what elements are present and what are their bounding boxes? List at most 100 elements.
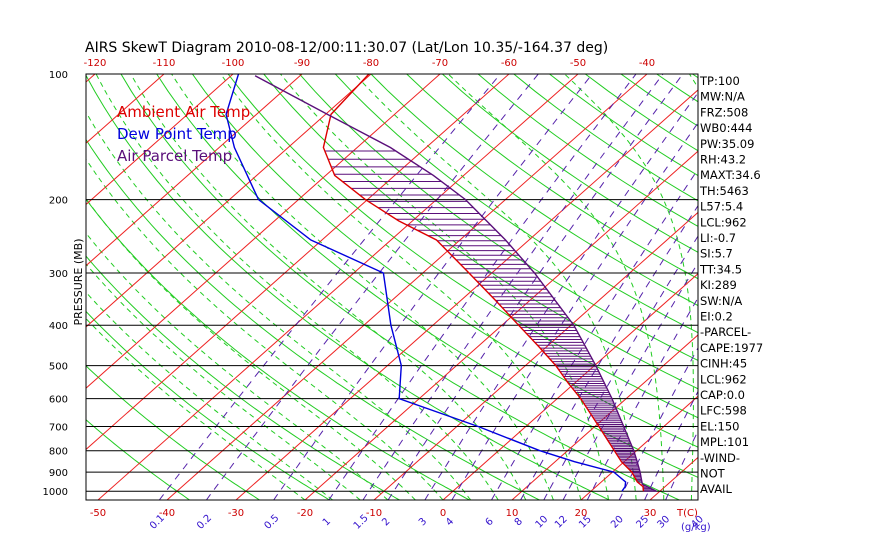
top-temp-tick-label: -100 xyxy=(222,58,245,69)
mixing-ratio-unit-label: (g/kg) xyxy=(681,522,711,533)
grid-lines xyxy=(86,74,870,500)
moist-adiabat-line xyxy=(86,263,361,500)
dry-adiabat-line xyxy=(656,74,698,103)
index-entry: EL:150 xyxy=(700,419,740,433)
index-entry: L57:5.4 xyxy=(700,200,743,214)
index-entry: AVAIL xyxy=(700,482,733,496)
index-entry: CINH:45 xyxy=(700,357,747,371)
dry-adiabat-line xyxy=(764,74,870,500)
pressure-tick-label: 500 xyxy=(49,362,68,373)
mixing-ratio-line xyxy=(328,74,637,500)
temp-unit-label: T(C) xyxy=(676,508,698,519)
pressure-tick-label: 100 xyxy=(49,70,68,81)
dry-adiabat-line xyxy=(86,310,330,500)
dry-adiabat-line xyxy=(370,74,698,307)
mixing-ratio-line xyxy=(644,390,698,500)
index-entry: CAP:0.0 xyxy=(700,388,745,402)
top-temp-tick-label: -40 xyxy=(639,58,655,69)
legend: Ambient Air Temp Dew Point Temp Air Parcel… xyxy=(117,103,250,165)
isotherm-line xyxy=(86,74,234,206)
moist-adiabat-line xyxy=(354,74,637,500)
chart-title: AIRS SkewT Diagram 2010-08-12/00:11:30.0… xyxy=(85,40,608,56)
moist-adiabat-line xyxy=(220,74,582,500)
y-axis-label: PRESSURE (MB) xyxy=(72,239,85,326)
mixing-ratio-label: 1 xyxy=(321,516,333,528)
mixing-ratio-label: 6 xyxy=(484,516,496,528)
index-entry: CAPE:1977 xyxy=(700,341,763,355)
dry-adiabat-line xyxy=(263,74,698,390)
index-entry: -PARCEL- xyxy=(700,325,751,339)
bottom-temp-tick-label: 0 xyxy=(440,508,446,519)
dry-adiabat-line xyxy=(156,74,698,478)
pressure-tick-label: 300 xyxy=(49,269,68,280)
dry-adiabat-line xyxy=(86,365,260,500)
dry-adiabat-line xyxy=(513,74,698,202)
mixing-ratio-line xyxy=(451,121,698,500)
pressure-tick-label: 900 xyxy=(49,468,68,479)
index-entry: NOT xyxy=(700,467,726,481)
pressure-tick-label: 200 xyxy=(49,196,68,207)
index-entry: RH:43.2 xyxy=(700,153,746,167)
mixing-ratio-line xyxy=(205,74,539,500)
top-temp-tick-label: -120 xyxy=(84,58,107,69)
index-entry: WB0:444 xyxy=(700,121,752,135)
index-entry: LI:-0.7 xyxy=(700,231,736,245)
index-entry: PW:35.09 xyxy=(700,137,754,151)
dew-point-temp-line xyxy=(225,74,627,492)
mixing-ratio-label: 3 xyxy=(417,516,429,528)
moist-adiabat-line xyxy=(86,317,306,500)
legend-entry: Air Parcel Temp xyxy=(117,147,232,165)
dry-adiabat-line xyxy=(334,74,698,334)
mixing-ratio-label: 12 xyxy=(553,514,570,531)
mixing-ratio-line xyxy=(586,296,698,500)
moist-adiabat-line xyxy=(86,197,416,500)
dry-adiabat-line xyxy=(406,74,698,280)
mixing-ratio-line xyxy=(362,74,664,500)
moist-adiabat-line xyxy=(86,291,333,500)
mixing-ratio-label: 10 xyxy=(534,514,551,531)
air-parcel-temp-line xyxy=(254,75,657,492)
dry-adiabat-line xyxy=(120,74,680,500)
pressure-tick-label: 600 xyxy=(49,395,68,406)
top-temp-tick-label: -90 xyxy=(294,58,310,69)
moist-adiabat-line xyxy=(86,232,389,500)
bottom-temp-tick-label: -30 xyxy=(228,508,244,519)
dry-adiabat-line xyxy=(227,74,698,419)
dry-adiabat-line xyxy=(86,419,190,500)
dry-adiabat-line xyxy=(800,74,870,500)
mixing-ratio-label: 0.5 xyxy=(262,513,281,532)
pressure-tick-label: 700 xyxy=(49,423,68,434)
index-entry: KI:289 xyxy=(700,278,737,292)
index-entry: FRZ:508 xyxy=(700,105,748,119)
index-entry: MPL:101 xyxy=(700,435,749,449)
isotherm-line xyxy=(442,273,698,500)
index-entry: MAXT:34.6 xyxy=(700,168,761,182)
isotherm-line xyxy=(97,74,579,500)
index-entry: SW:N/A xyxy=(700,294,742,308)
mixing-ratio-line xyxy=(387,74,684,500)
index-entry: SI:5.7 xyxy=(700,247,733,261)
top-temp-tick-label: -110 xyxy=(153,58,176,69)
isotherm-line xyxy=(511,334,698,500)
index-entry: LFC:598 xyxy=(700,404,747,418)
index-entry: MW:N/A xyxy=(700,90,745,104)
dry-adiabat-line xyxy=(86,138,540,500)
series-lines xyxy=(225,74,657,492)
mixing-ratio-label: 0.2 xyxy=(195,513,214,532)
mixing-ratio-line xyxy=(562,261,698,500)
isotherm-line xyxy=(86,74,303,267)
mixing-ratio-label: 4 xyxy=(444,516,456,528)
index-entry: LCL:962 xyxy=(700,215,747,229)
dry-adiabat-line xyxy=(442,74,698,253)
dry-adiabat-line xyxy=(191,74,698,448)
pressure-tick-label: 800 xyxy=(49,447,68,458)
top-temp-tick-label: -60 xyxy=(501,58,517,69)
isotherm-line xyxy=(857,74,870,500)
isotherm-line xyxy=(86,74,372,328)
top-temp-tick-label: -80 xyxy=(363,58,379,69)
index-entry: -WIND- xyxy=(700,451,740,465)
isotherm-line xyxy=(86,74,510,451)
mixing-ratio-line xyxy=(618,346,698,500)
moist-adiabat-line xyxy=(86,158,444,500)
bottom-temp-tick-label: -20 xyxy=(297,508,313,519)
